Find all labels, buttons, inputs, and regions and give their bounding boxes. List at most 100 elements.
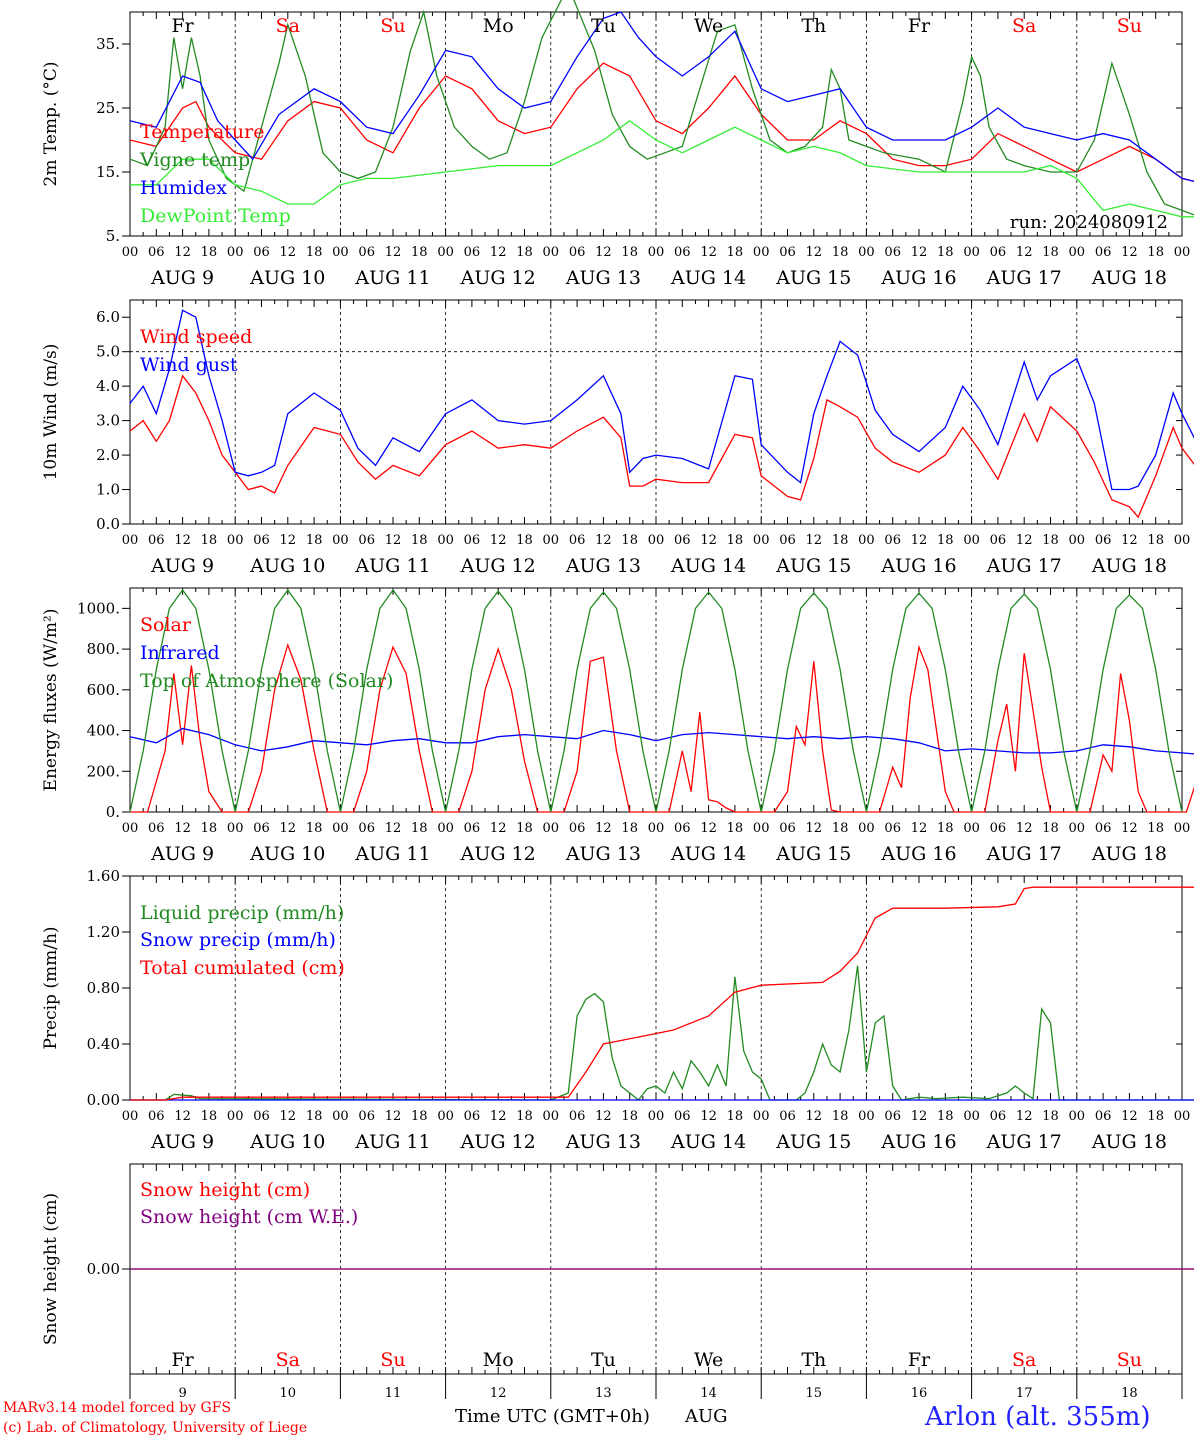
hour-label: 18 (411, 1109, 428, 1124)
y-tick-label: 400. (87, 722, 120, 740)
date-label: AUG 16 (880, 267, 956, 289)
legend-entry: Snow height (cm) (140, 1179, 310, 1201)
hour-label: 00 (332, 821, 349, 836)
date-label: AUG 11 (354, 555, 430, 577)
legend-entry: Temperature (140, 121, 264, 143)
date-label: AUG 17 (986, 267, 1062, 289)
hour-label: 00 (437, 1109, 454, 1124)
weekday-label: Su (1117, 1349, 1142, 1371)
hour-label: 18 (516, 245, 533, 260)
lab-credit: (c) Lab. of Climatology, University of L… (3, 1420, 308, 1436)
hour-label: 00 (227, 1109, 244, 1124)
legend-entry: Infrared (140, 642, 220, 664)
weekday-label: We (694, 1349, 723, 1371)
date-label: AUG 18 (1091, 267, 1167, 289)
hour-label: 06 (674, 821, 691, 836)
date-label: AUG 13 (565, 267, 641, 289)
hour-label: 12 (174, 821, 191, 836)
series-line-liquid-precip-mm-h- (130, 965, 1194, 1101)
plot-frame (129, 299, 1183, 525)
y-tick-label: 35. (96, 35, 120, 53)
hour-label: 06 (674, 533, 691, 548)
date-label: AUG 10 (249, 1131, 325, 1153)
hour-label: 06 (253, 245, 270, 260)
hour-label: 06 (884, 821, 901, 836)
hour-label: 06 (569, 245, 586, 260)
hour-label: 00 (753, 821, 770, 836)
hour-label: 06 (148, 821, 165, 836)
weekday-label: Fr (908, 1349, 931, 1371)
model-credit: MARv3.14 model forced by GFS (3, 1400, 232, 1416)
y-tick-label: 15. (96, 163, 120, 181)
hour-label: 00 (753, 1109, 770, 1124)
date-label: AUG 11 (354, 843, 430, 865)
series-line-total-cumulated-cm- (130, 886, 1194, 1101)
hour-label: 00 (332, 1109, 349, 1124)
hour-label: 18 (937, 1109, 954, 1124)
hour-label: 12 (911, 533, 928, 548)
y-tick-label: 2.0 (96, 446, 120, 464)
series-line-wind-gust (129, 309, 1194, 491)
legend-entry: Solar (140, 614, 192, 636)
hour-label: 00 (122, 821, 139, 836)
x-axis-month: AUG (685, 1406, 728, 1427)
hour-label: 06 (990, 245, 1007, 260)
hour-label: 12 (174, 533, 191, 548)
series-line-vigne-temp (129, 0, 1194, 216)
hour-label: 06 (464, 245, 481, 260)
hour-label: 06 (1095, 1109, 1112, 1124)
hour-label: 06 (674, 245, 691, 260)
hour-label: 12 (911, 821, 928, 836)
y-tick-label: 1000. (77, 599, 120, 617)
hour-label: 12 (595, 245, 612, 260)
date-label: AUG 18 (1091, 843, 1167, 865)
legend-entry: Vigne temp (139, 149, 250, 171)
hour-label: 12 (911, 245, 928, 260)
date-label: AUG 9 (150, 1131, 214, 1153)
series-line-top-of-atmosphere-solar- (129, 588, 1183, 813)
date-label: AUG 15 (775, 267, 851, 289)
hour-label: 06 (1095, 821, 1112, 836)
hour-label: 18 (1042, 1109, 1059, 1124)
hour-label: 12 (806, 1109, 823, 1124)
date-label: AUG 15 (775, 1131, 851, 1153)
y-tick-label: 1.20 (87, 923, 120, 941)
hour-label: 18 (306, 1109, 323, 1124)
day-number: 12 (490, 1386, 507, 1401)
y-tick-label: 200. (87, 762, 120, 780)
hour-label: 00 (963, 533, 980, 548)
hour-label: 18 (516, 821, 533, 836)
legend-entry: Humidex (140, 177, 227, 199)
hour-label: 18 (1042, 245, 1059, 260)
hour-label: 12 (1016, 533, 1033, 548)
day-number: 15 (806, 1386, 823, 1401)
hour-label: 00 (1174, 245, 1191, 260)
series-line-wind-speed (129, 374, 1194, 519)
hour-label: 18 (832, 533, 849, 548)
hour-label: 18 (306, 821, 323, 836)
date-label: AUG 14 (670, 843, 746, 865)
y-axis-label: 10m Wind (m/s) (41, 344, 61, 481)
date-label: AUG 11 (354, 267, 430, 289)
series-line-temperature (129, 62, 1194, 182)
weekday-label: Tu (591, 15, 616, 37)
weekday-label: Tu (591, 1349, 616, 1371)
legend-entry: Liquid precip (mm/h) (140, 902, 344, 924)
weekday-label: Su (380, 1349, 405, 1371)
hour-label: 00 (543, 821, 560, 836)
plot-frame (129, 587, 1183, 813)
hour-label: 06 (148, 1109, 165, 1124)
date-label: AUG 13 (565, 843, 641, 865)
date-label: AUG 14 (670, 555, 746, 577)
hour-label: 12 (490, 1109, 507, 1124)
weekday-label: Su (1117, 15, 1142, 37)
date-label: AUG 10 (249, 555, 325, 577)
y-tick-label: 3.0 (96, 412, 120, 430)
hour-label: 00 (332, 533, 349, 548)
y-tick-label: 0.0 (96, 515, 120, 533)
x-axis-label: Time UTC (GMT+0h) (455, 1406, 650, 1427)
hour-label: 12 (1121, 533, 1138, 548)
hour-label: 12 (700, 245, 717, 260)
weekday-label: Fr (908, 15, 931, 37)
day-number: 10 (280, 1386, 297, 1401)
